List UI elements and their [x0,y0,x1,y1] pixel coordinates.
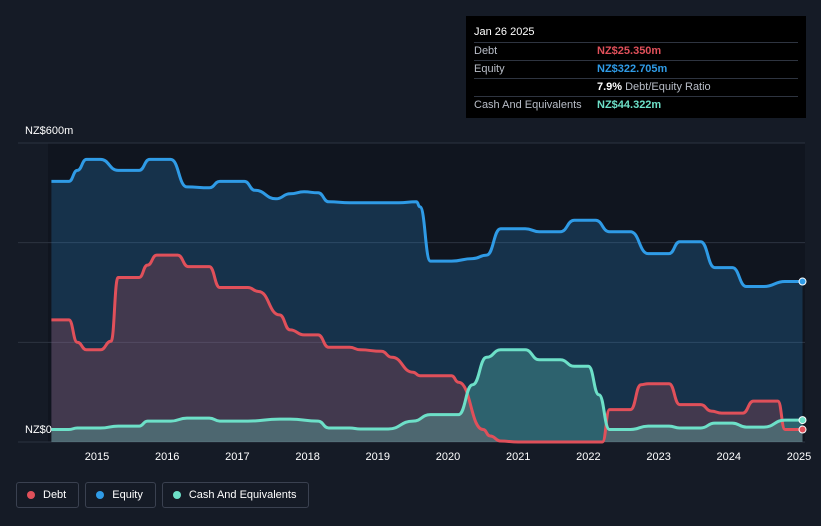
tooltip-date: Jan 26 2025 [474,26,535,38]
tooltip-equity-value: NZ$322.705m [597,63,668,75]
legend-item-debt[interactable]: Debt [16,482,80,508]
legend-debt-label: Debt [43,489,67,501]
debt-end-marker [798,425,807,434]
x-tick-label: 2025 [787,451,811,463]
x-tick-label: 2022 [576,451,600,463]
plot-background [48,143,805,442]
x-tick-label: 2019 [366,451,390,463]
x-tick-label: 2018 [295,451,319,463]
tooltip-cash-label: Cash And Equivalents [474,99,582,111]
tooltip-equity-label: Equity [474,63,505,75]
debt-line [51,253,803,444]
x-axis: 2015 2016 2017 2018 2019 2020 2021 2022 2023 2024… [85,451,811,463]
x-tick-label: 2016 [155,451,179,463]
x-tick-label: 2017 [225,451,249,463]
legend-item-equity[interactable]: Equity [85,482,156,508]
tooltip-ratio-spacer [474,79,597,96]
cash-and-equivalents-end-marker [798,416,807,425]
tooltip-cash-value: NZ$44.322m [597,99,662,111]
equity-line [51,157,803,288]
y-axis-bottom-label: NZ$0 [25,424,52,436]
cash-and-equivalents-area [51,349,803,442]
equity-area [51,159,803,442]
tooltip-row-ratio: 7.9% Debt/Equity Ratio [474,78,798,96]
equity-end-marker [798,277,807,286]
x-tick-label: 2021 [506,451,530,463]
area-layer [51,159,803,442]
tooltip-ratio-label: Debt/Equity Ratio [625,81,711,93]
cash-dot-icon [172,491,181,499]
data-tooltip: Jan 26 2025 Debt NZ$25.350m Equity NZ$32… [466,16,806,118]
x-tick-label: 2024 [717,451,741,463]
tooltip-row-cash: Cash And Equivalents NZ$44.322m [474,96,798,114]
cash-and-equivalents-line [51,348,803,431]
legend-item-cash[interactable]: Cash And Equivalents [161,482,310,508]
debt-area [51,255,803,442]
equity-dot-icon [96,491,105,499]
x-tick-label: 2020 [436,451,460,463]
debt-dot-icon [27,491,35,499]
x-tick-label: 2023 [646,451,670,463]
chart-legend: Debt Equity Cash And Equivalents [16,482,310,508]
tooltip-row-debt: Debt NZ$25.350m [474,42,798,60]
line-layer [51,157,803,444]
legend-equity-label: Equity [112,489,143,501]
marker-layer [798,277,807,434]
y-axis-top-label: NZ$600m [25,125,74,137]
tooltip-debt-label: Debt [474,45,498,57]
grid-layer [18,142,805,443]
tooltip-ratio-value: 7.9% [597,81,623,93]
tooltip-debt-value: NZ$25.350m [597,45,662,57]
x-tick-label: 2015 [85,451,109,463]
legend-cash-label: Cash And Equivalents [188,489,297,501]
tooltip-row-equity: Equity NZ$322.705m [474,60,798,78]
